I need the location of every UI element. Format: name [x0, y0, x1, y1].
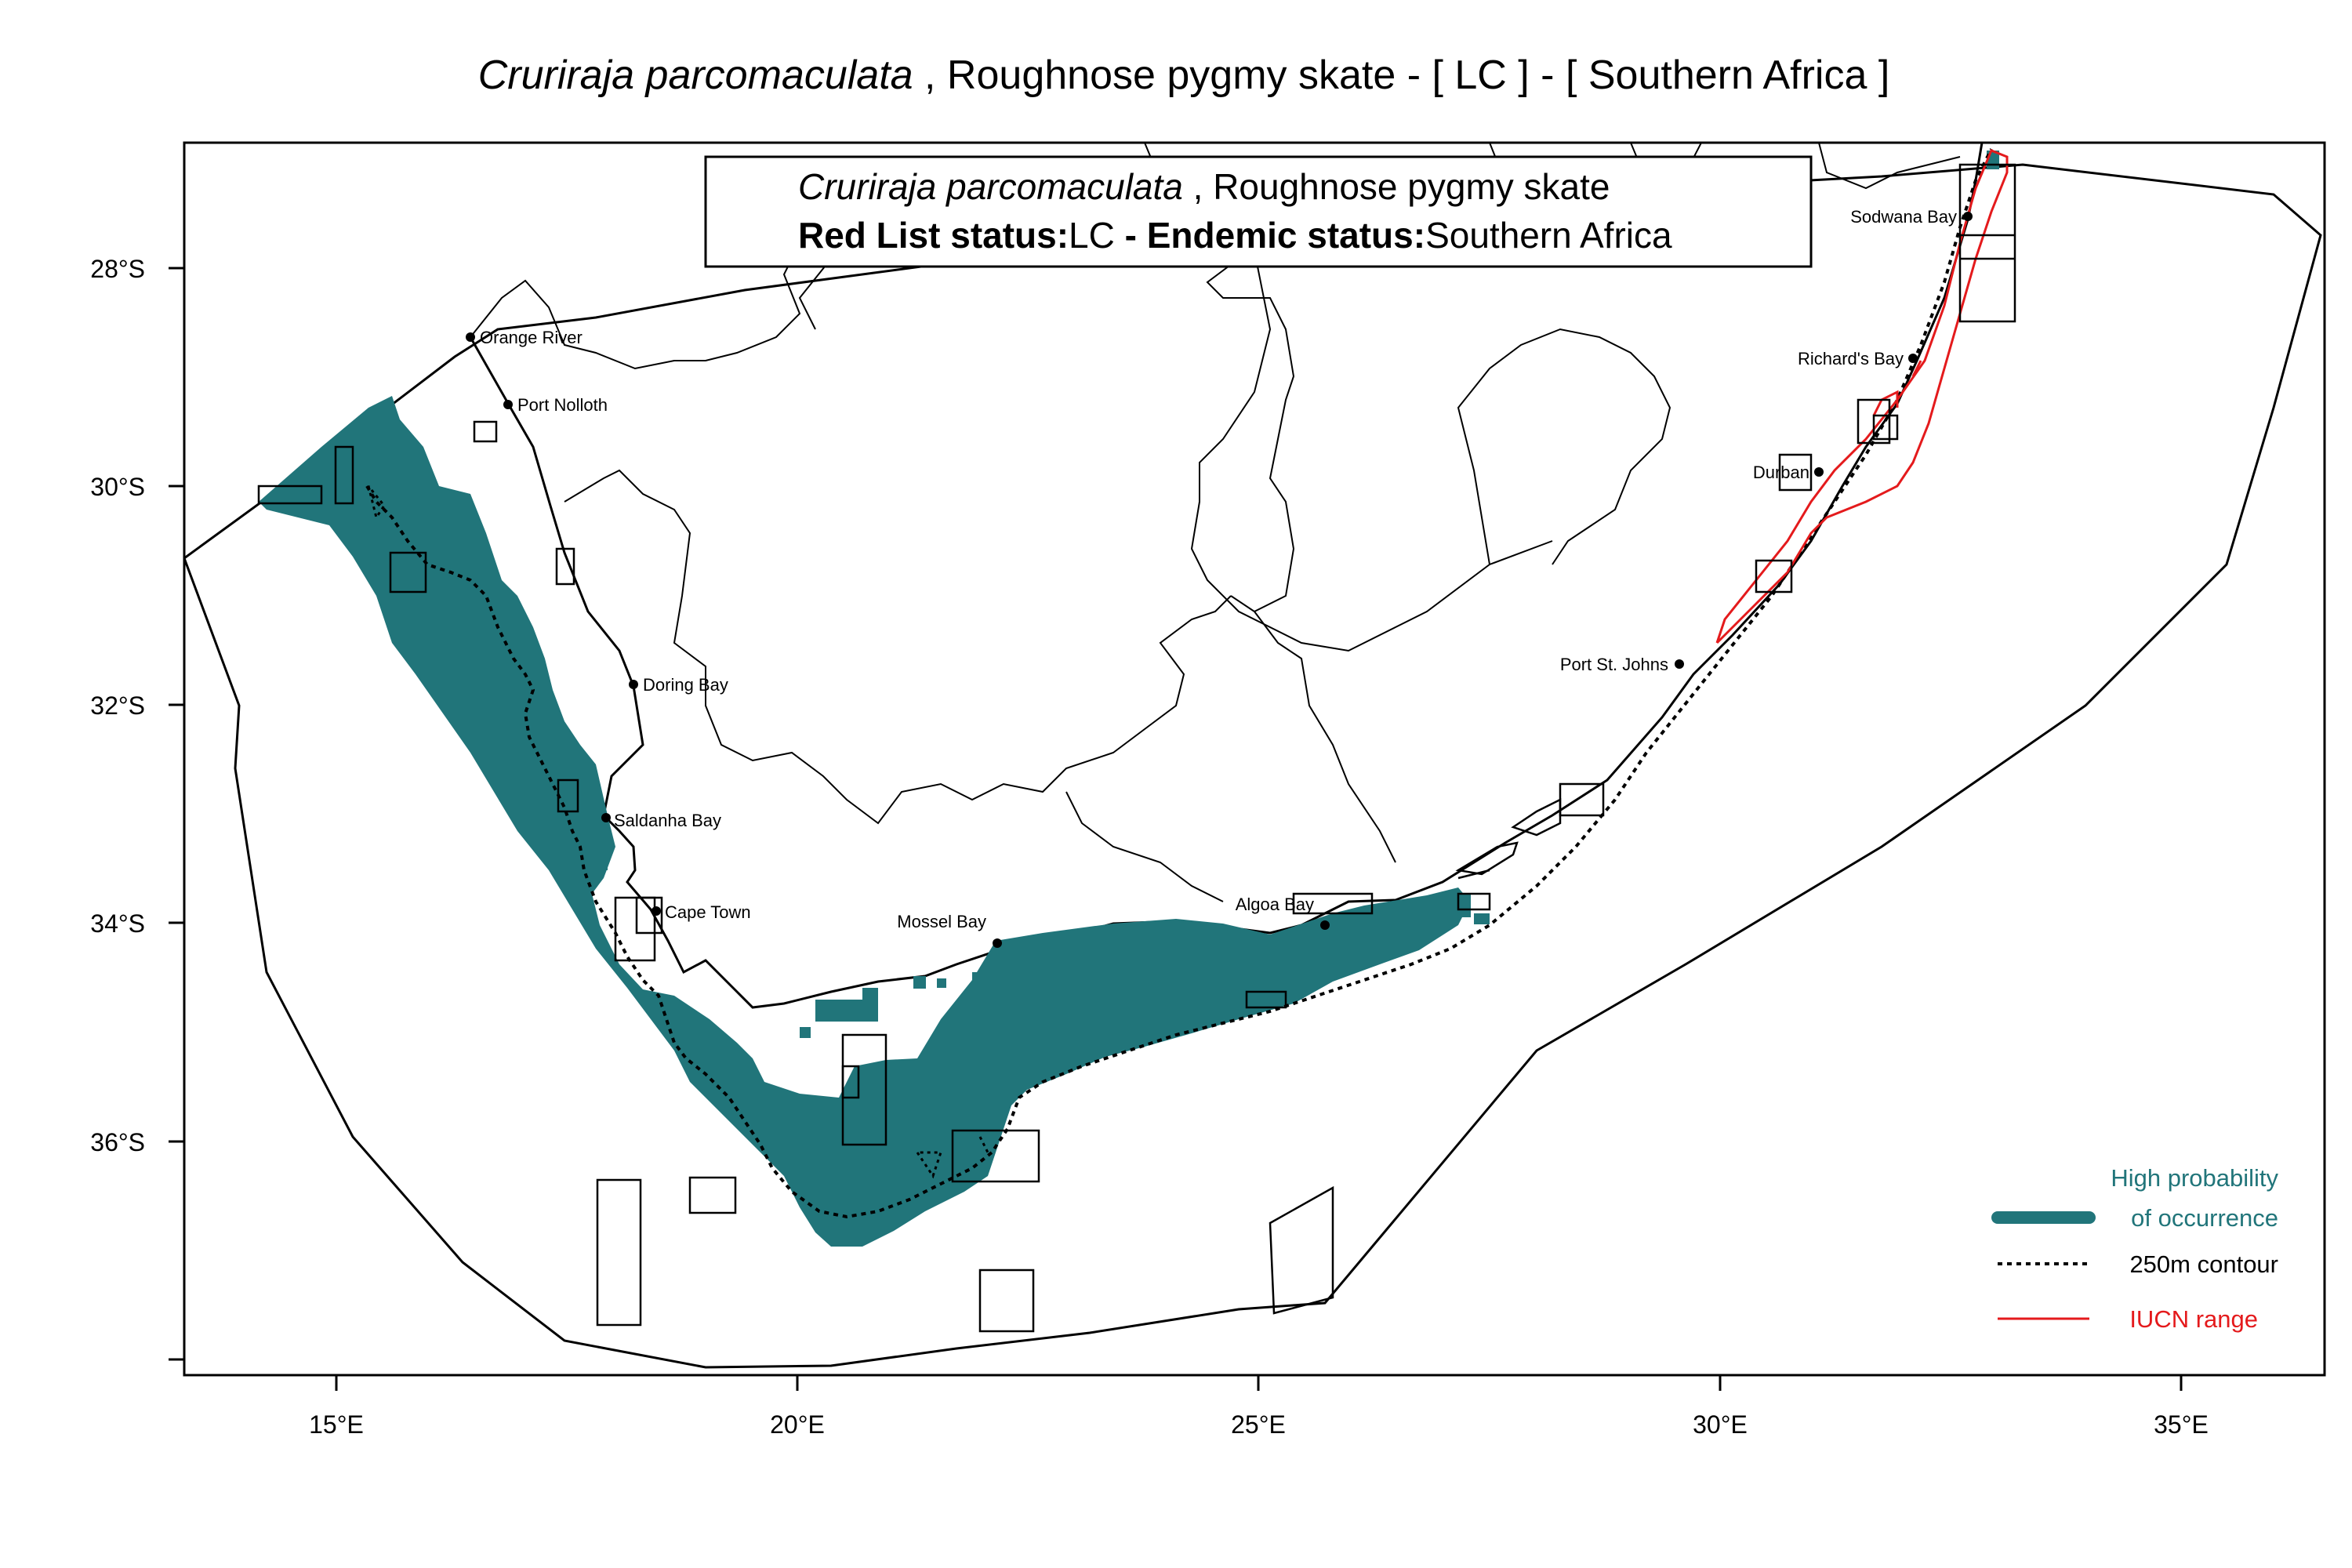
legend-contour-label: 250m contour [2129, 1250, 2278, 1278]
info-box: Cruriraja parcomaculata , Roughnose pygm… [704, 155, 1813, 268]
place-label-mossel-bay: Mossel Bay [897, 912, 986, 931]
place-marker-doring-bay [629, 680, 638, 689]
eez-boundary [184, 163, 2322, 1369]
place-marker-port-nolloth [503, 400, 513, 409]
place-marker-cape-town [652, 906, 661, 916]
map-panel: Orange River Port Nolloth Doring Bay Sal… [184, 143, 2322, 1369]
place-label-cape-town: Cape Town [665, 902, 751, 922]
title-rest: , Roughnose pygmy skate - [ LC ] - [ Sou… [913, 53, 1890, 98]
contour-islands [367, 485, 989, 1179]
y-axis [169, 267, 184, 1361]
y-tick-label: 36°S [90, 1128, 145, 1156]
occurrence-area [259, 396, 1470, 1247]
endemic-label: - Endemic status: [1115, 215, 1425, 256]
endemic-value: Southern Africa [1425, 215, 1672, 256]
x-tick-label: 25°E [1231, 1410, 1286, 1439]
place-marker-mossel-bay [993, 938, 1002, 948]
place-label-richards-bay: Richard's Bay [1798, 349, 1904, 368]
y-tick-label: 30°S [90, 473, 145, 501]
title-species: Cruriraja parcomaculata [478, 53, 913, 98]
contour-250m [365, 148, 1993, 1219]
map-title: Cruriraja parcomaculata , Roughnose pygm… [478, 53, 1890, 98]
legend-occurrence-line1: High probability [2111, 1164, 2278, 1192]
plot-frame [183, 141, 2326, 1377]
place-label-port-nolloth: Port Nolloth [517, 395, 608, 415]
info-box-line1: Cruriraja parcomaculata , Roughnose pygm… [798, 166, 1610, 207]
y-tick-labels: 28°S 30°S 32°S 34°S 36°S [90, 255, 145, 1156]
place-labels: Orange River Port Nolloth Doring Bay Sal… [480, 207, 1957, 931]
place-marker-algoa-bay [1320, 920, 1330, 930]
place-marker-orange-river [466, 332, 475, 342]
place-label-sodwana-bay: Sodwana Bay [1850, 207, 1957, 227]
place-marker-port-st-johns [1675, 659, 1684, 669]
x-tick-label: 30°E [1693, 1410, 1748, 1439]
place-markers [466, 212, 1973, 948]
info-species: Cruriraja parcomaculata [798, 166, 1183, 207]
legend-iucn-label: IUCN range [2129, 1305, 2258, 1333]
place-label-durban: Durban [1753, 463, 1809, 482]
info-box-line2: Red List status:LC - Endemic status:Sout… [798, 215, 1672, 256]
occurrence-patches [588, 151, 1999, 1038]
protected-area-boxes [257, 163, 2016, 1333]
place-label-algoa-bay: Algoa Bay [1236, 895, 1314, 914]
place-label-port-st-johns: Port St. Johns [1560, 655, 1668, 674]
x-tick-label: 35°E [2154, 1410, 2209, 1439]
x-tick-label: 15°E [309, 1410, 364, 1439]
y-tick-label: 34°S [90, 909, 145, 938]
place-label-saldanha-bay: Saldanha Bay [614, 811, 721, 830]
legend: High probability of occurrence 250m cont… [1991, 1164, 2278, 1333]
x-tick-label: 20°E [770, 1410, 825, 1439]
x-axis [335, 1375, 2183, 1391]
y-tick-label: 32°S [90, 691, 145, 720]
place-marker-saldanha-bay [601, 813, 611, 822]
red-list-label: Red List status: [798, 215, 1069, 256]
place-marker-sodwana-bay [1963, 212, 1973, 221]
y-tick-label: 28°S [90, 255, 145, 283]
place-label-doring-bay: Doring Bay [643, 675, 728, 695]
place-marker-richards-bay [1908, 354, 1918, 363]
legend-occurrence-line2: of occurrence [2131, 1204, 2278, 1232]
place-marker-durban [1814, 467, 1824, 477]
info-common-name: , Roughnose pygmy skate [1183, 166, 1610, 207]
red-list-value: LC [1069, 215, 1115, 256]
x-tick-labels: 15°E 20°E 25°E 30°E 35°E [309, 1410, 2209, 1439]
place-label-orange-river: Orange River [480, 328, 583, 347]
